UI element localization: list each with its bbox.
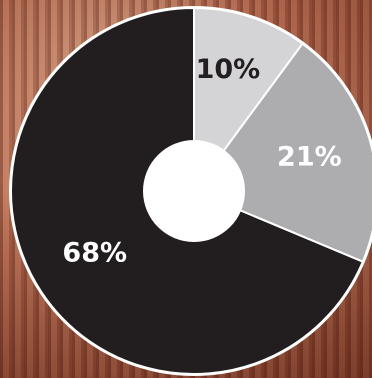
slice-value-label-3: 68% bbox=[62, 238, 127, 269]
slice-value-label-1: 10% bbox=[196, 54, 261, 85]
donut-slice-1 bbox=[193, 6, 304, 195]
donut-center-hole bbox=[143, 140, 245, 242]
slice-value-label-2: 21% bbox=[277, 141, 342, 172]
chart-data-labels: 10% 21% 68% bbox=[62, 54, 341, 269]
